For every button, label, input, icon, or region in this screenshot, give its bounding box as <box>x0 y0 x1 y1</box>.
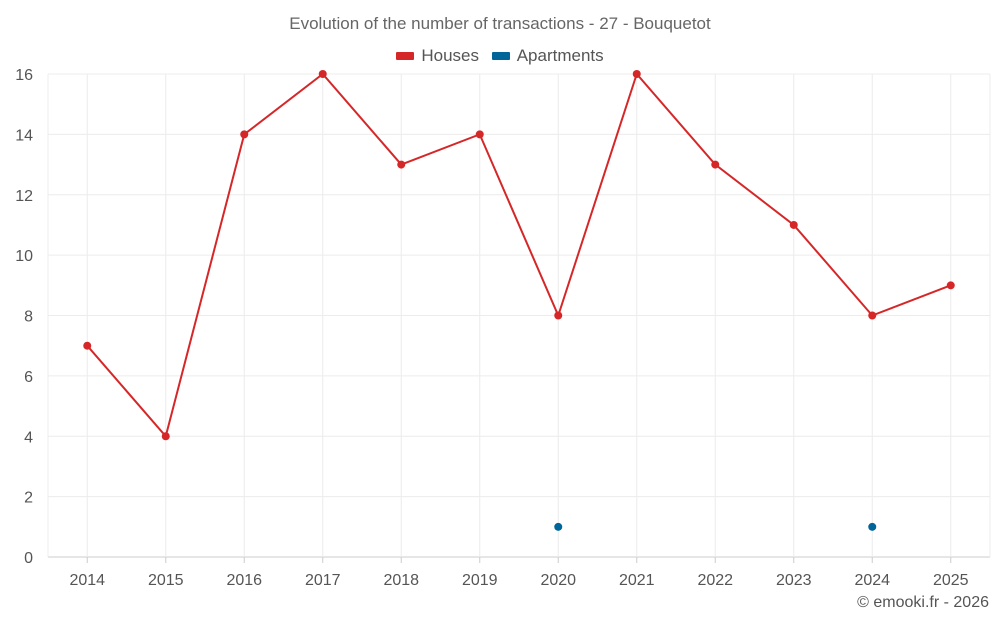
data-point-houses <box>632 70 641 78</box>
legend-item-houses[interactable]: Houses <box>396 46 479 66</box>
y-tick-label: 4 <box>24 429 33 446</box>
x-tick-label: 2021 <box>619 572 655 589</box>
y-tick-label: 6 <box>24 369 33 386</box>
x-tick-label: 2025 <box>933 572 969 589</box>
legend-label-houses: Houses <box>421 46 479 65</box>
data-point-apartments <box>868 522 877 531</box>
data-point-houses <box>83 341 92 350</box>
data-point-houses <box>711 160 720 169</box>
y-tick-label: 16 <box>15 67 33 84</box>
data-point-houses <box>240 130 249 139</box>
x-tick-label: 2019 <box>462 572 498 589</box>
y-tick-label: 12 <box>15 188 33 205</box>
x-tick-label: 2017 <box>305 572 341 589</box>
legend-label-apartments: Apartments <box>516 46 604 65</box>
y-tick-label: 0 <box>24 550 33 567</box>
y-tick-label: 10 <box>15 248 33 265</box>
x-tick-label: 2018 <box>383 572 419 589</box>
x-tick-label: 2024 <box>854 572 890 589</box>
legend: Houses Apartments <box>0 45 1000 66</box>
x-tick-label: 2016 <box>226 572 262 589</box>
data-point-houses <box>946 281 955 290</box>
data-point-houses <box>868 311 877 320</box>
data-point-houses <box>318 70 327 78</box>
y-tick-label: 2 <box>24 490 33 507</box>
data-point-houses <box>475 130 484 139</box>
x-tick-label: 2015 <box>148 572 184 589</box>
series-line-houses <box>86 72 952 439</box>
y-tick-label: 8 <box>24 309 33 326</box>
data-point-houses <box>397 160 406 169</box>
x-tick-label: 2022 <box>697 572 733 589</box>
x-tick-label: 2020 <box>540 572 576 589</box>
x-tick-label: 2023 <box>776 572 812 589</box>
chart-title: Evolution of the number of transactions … <box>289 14 711 33</box>
legend-item-apartments[interactable]: Apartments <box>491 46 604 66</box>
data-point-houses <box>554 311 563 320</box>
data-point-houses <box>161 432 170 441</box>
legend-swatch-houses <box>396 52 415 60</box>
x-tick-label: 2014 <box>69 572 105 589</box>
y-tick-label: 14 <box>15 127 33 144</box>
data-point-houses <box>789 220 798 229</box>
legend-swatch-apartments <box>491 52 510 60</box>
data-point-apartments <box>554 522 563 531</box>
credit-text: © emooki.fr - 2026 <box>857 594 989 611</box>
